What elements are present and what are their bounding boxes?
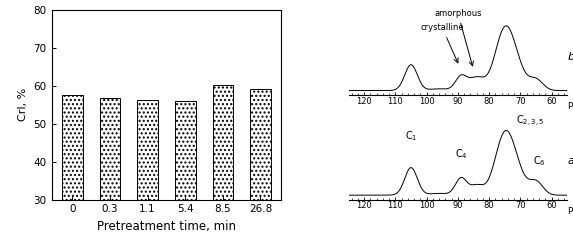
Bar: [138, 100, 158, 200]
X-axis label: Pretreatment time, min: Pretreatment time, min: [97, 220, 236, 233]
Bar: [250, 89, 271, 200]
Text: C$_6$: C$_6$: [533, 155, 545, 168]
Bar: [62, 95, 83, 200]
Y-axis label: CrI, %: CrI, %: [18, 88, 28, 121]
Text: b: b: [567, 52, 573, 62]
Text: C$_4$: C$_4$: [454, 147, 468, 161]
Text: crystalline: crystalline: [421, 23, 464, 63]
Text: PPM: PPM: [567, 102, 573, 111]
Bar: [100, 98, 120, 200]
Bar: [175, 101, 195, 200]
Text: C$_1$: C$_1$: [405, 129, 417, 143]
Text: a: a: [567, 156, 573, 167]
Text: PPM: PPM: [567, 207, 573, 216]
Text: C$_{2,3,5}$: C$_{2,3,5}$: [516, 114, 544, 129]
Bar: [213, 85, 233, 200]
Text: amorphous: amorphous: [434, 9, 482, 66]
